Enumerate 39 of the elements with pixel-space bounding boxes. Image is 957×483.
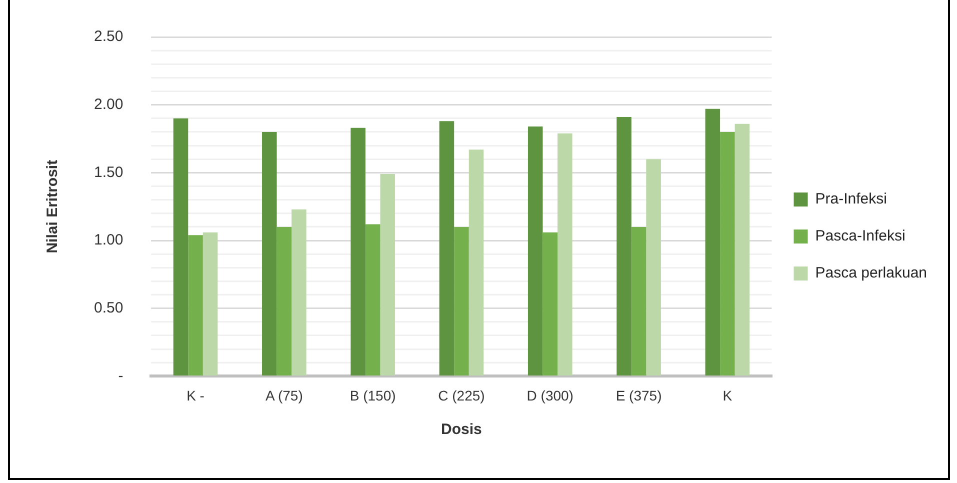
x-tick-label: K <box>722 387 733 404</box>
x-tick-label: A (75) <box>265 387 303 404</box>
x-tick-label: B (150) <box>350 387 396 404</box>
y-tick-label: 1.50 <box>94 164 124 181</box>
bar <box>558 133 572 376</box>
bar <box>631 226 646 376</box>
bar <box>262 132 277 376</box>
bar <box>705 108 720 376</box>
y-tick-label: 1.00 <box>94 232 124 249</box>
legend-label: Pasca perlakuan <box>815 264 928 282</box>
bar <box>542 232 558 376</box>
y-tick-label: 0.50 <box>94 300 124 316</box>
bar <box>292 209 306 376</box>
bar <box>188 235 203 376</box>
x-tick-label: C (225) <box>438 387 485 404</box>
x-tick-label: K - <box>186 387 205 404</box>
x-tick-label: E (375) <box>616 387 662 404</box>
y-tick-label: 2.00 <box>94 96 124 113</box>
bar <box>720 132 735 376</box>
bar <box>528 126 543 376</box>
bar <box>646 159 661 376</box>
y-tick-label: 2.50 <box>94 28 124 46</box>
bar <box>276 226 292 376</box>
x-tick-label: D (300) <box>526 387 574 404</box>
bar <box>734 124 750 376</box>
bar <box>454 226 469 376</box>
y-axis-title: Nilai Eritrosit <box>44 160 62 254</box>
bar <box>380 174 395 376</box>
bar <box>616 117 632 376</box>
bar <box>365 224 380 376</box>
legend-label: Pra-Infeksi <box>815 190 887 208</box>
legend-label: Pasca-Infeksi <box>815 228 906 245</box>
y-tick-label: - <box>118 367 124 384</box>
bar <box>173 118 188 376</box>
bar <box>350 128 366 376</box>
bar <box>202 232 218 376</box>
bar <box>439 121 454 376</box>
x-axis-title: Dosis <box>441 421 482 438</box>
bar <box>468 150 484 376</box>
